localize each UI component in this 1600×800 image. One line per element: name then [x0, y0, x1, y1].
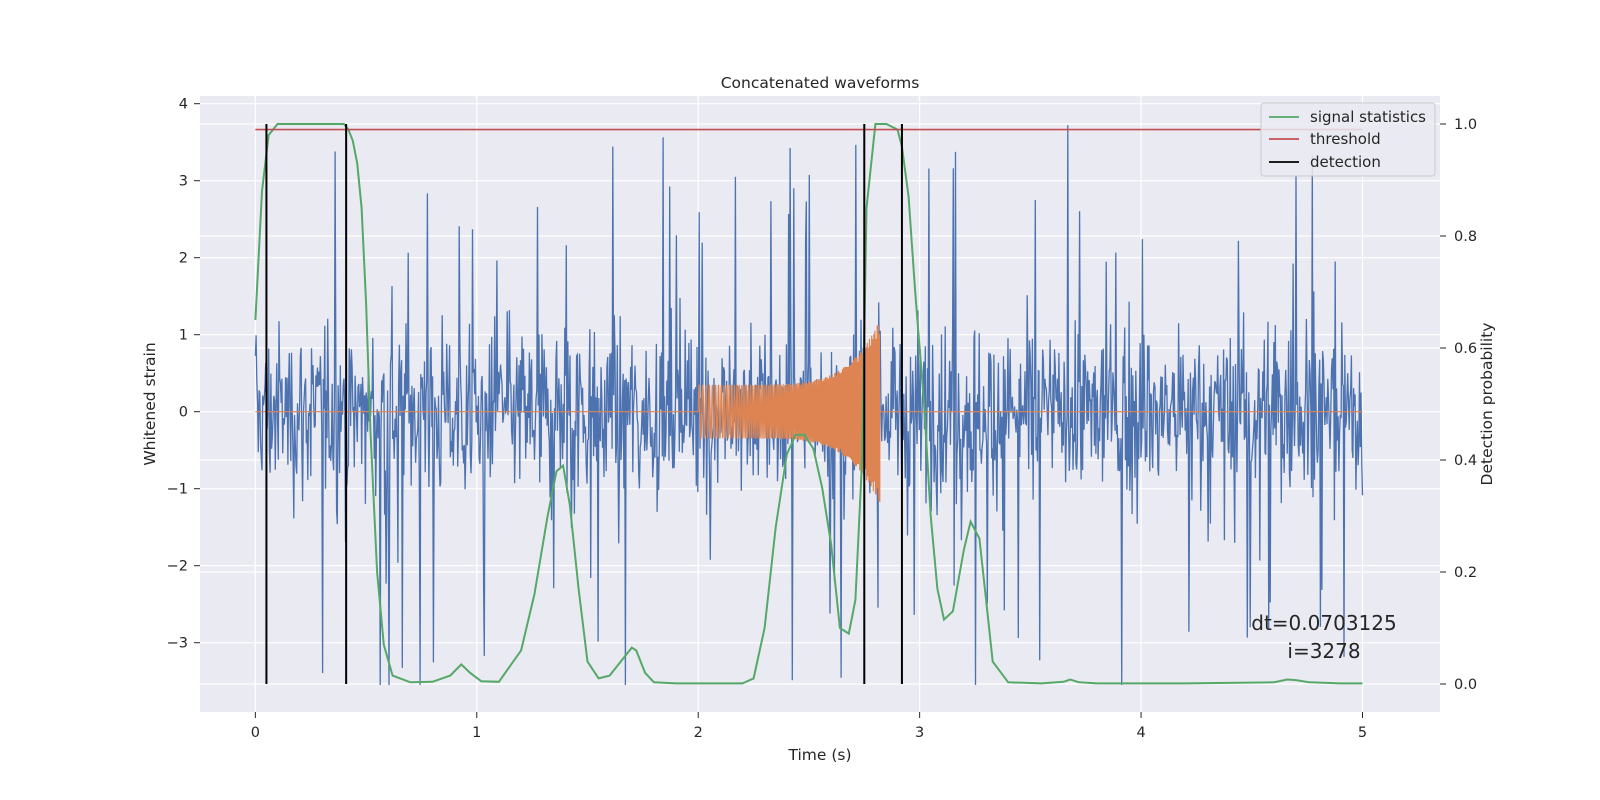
annotation: dt=0.0703125 i=3278: [1251, 611, 1396, 663]
y-tick-label-left: 4: [179, 97, 188, 113]
x-tick-label: 0: [251, 725, 260, 741]
y-tick-label-right: 0.0: [1454, 677, 1477, 693]
legend-box: [1260, 102, 1436, 177]
data-layer: [254, 123, 1364, 686]
y-axis-label-left: Whitened strain: [141, 342, 159, 465]
axes: 0 1 2 3 4 5 −3 −2 −1 0 1 2 3 4 0.0 0.2 0.4 0.6 0.8 1.0: [167, 97, 1477, 741]
legend-label-detection: detection: [1310, 153, 1381, 171]
y-tick-label-left: 2: [179, 251, 188, 267]
x-tick-label: 5: [1358, 725, 1367, 741]
y-tick-label-left: 0: [179, 405, 188, 421]
y-tick-label-right: 0.4: [1454, 453, 1477, 469]
x-tick-label: 2: [694, 725, 703, 741]
annotation-dt: dt=0.0703125: [1251, 611, 1396, 635]
y-tick-label-right: 0.6: [1454, 341, 1477, 357]
chart-title: Concatenated waveforms: [721, 74, 920, 92]
strain-noise-line: [254, 125, 1364, 686]
x-axis-label: Time (s): [787, 746, 851, 764]
legend-label-threshold: threshold: [1310, 130, 1381, 148]
legend: signal statistics threshold detection: [1260, 102, 1436, 177]
y-tick-label-left: 1: [179, 328, 188, 344]
x-tick-label: 1: [472, 725, 481, 741]
x-tick-label: 3: [915, 725, 924, 741]
y-tick-label-left: −2: [167, 559, 188, 575]
y-tick-label-left: −3: [167, 636, 188, 652]
y-axis-label-right: Detection probability: [1478, 323, 1496, 486]
legend-label-signal-statistics: signal statistics: [1310, 108, 1426, 126]
y-tick-label-left: −1: [167, 482, 188, 498]
x-tick-label: 4: [1136, 725, 1145, 741]
y-tick-label-right: 0.8: [1454, 229, 1477, 245]
annotation-index: i=3278: [1287, 639, 1360, 663]
y-tick-label-left: 3: [179, 174, 188, 190]
y-tick-label-right: 0.2: [1454, 565, 1477, 581]
signal-statistics-line: [254, 123, 1363, 685]
y-tick-label-right: 1.0: [1454, 117, 1477, 133]
injection-chirp-line: [255, 325, 1363, 503]
